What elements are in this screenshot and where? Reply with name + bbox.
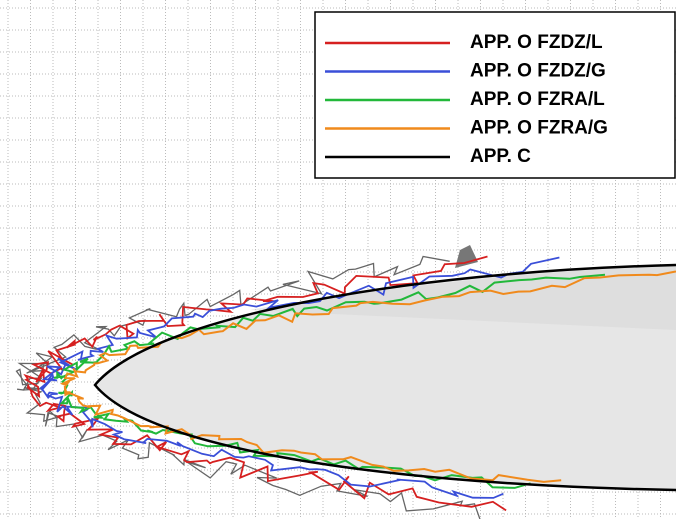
legend-label: APP. O FZRA/G bbox=[470, 118, 608, 139]
ice-horn bbox=[455, 245, 478, 268]
legend-label: APP. O FZDZ/L bbox=[470, 32, 603, 53]
legend-label: APP. O FZDZ/G bbox=[470, 61, 606, 82]
figure: APP. O FZDZ/L APP. O FZDZ/G APP. O FZRA/L A… bbox=[0, 0, 676, 519]
legend-label: APP. O FZRA/L bbox=[470, 89, 605, 110]
legend-label: APP. C bbox=[470, 146, 531, 167]
